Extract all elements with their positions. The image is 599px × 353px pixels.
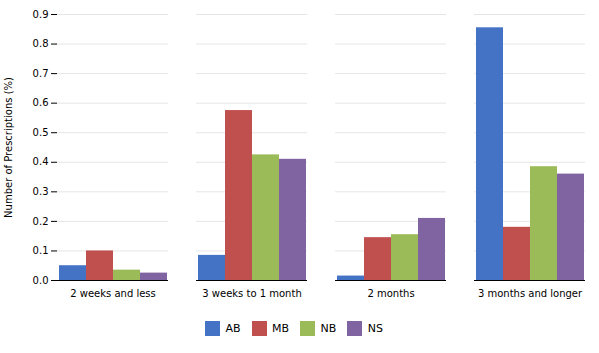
svg-text:2 months: 2 months xyxy=(367,288,414,299)
svg-text:0.2: 0.2 xyxy=(33,216,49,227)
svg-text:2 weeks and less: 2 weeks and less xyxy=(70,288,156,299)
svg-text:0.0: 0.0 xyxy=(33,275,49,286)
svg-text:0.1: 0.1 xyxy=(33,245,49,256)
svg-text:0.6: 0.6 xyxy=(33,97,49,108)
html-text:NB: NB xyxy=(320,322,337,335)
svg-text:0.8: 0.8 xyxy=(33,38,49,49)
html-text:AB: AB xyxy=(225,322,241,335)
svg-text:3 weeks to 1 month: 3 weeks to 1 month xyxy=(202,288,301,299)
svg-text:0.5: 0.5 xyxy=(33,127,49,138)
svg-text:0.7: 0.7 xyxy=(33,68,49,79)
html-text:NS: NS xyxy=(367,322,384,335)
svg-text:0.4: 0.4 xyxy=(33,156,49,167)
svg-text:0.9: 0.9 xyxy=(33,9,49,20)
html-text:MB: MB xyxy=(272,322,290,335)
svg-text:0.3: 0.3 xyxy=(33,186,49,197)
svg-text:Number of Prescriptions (%): Number of Prescriptions (%) xyxy=(3,77,14,218)
svg-text:3 months and longer: 3 months and longer xyxy=(478,288,583,299)
